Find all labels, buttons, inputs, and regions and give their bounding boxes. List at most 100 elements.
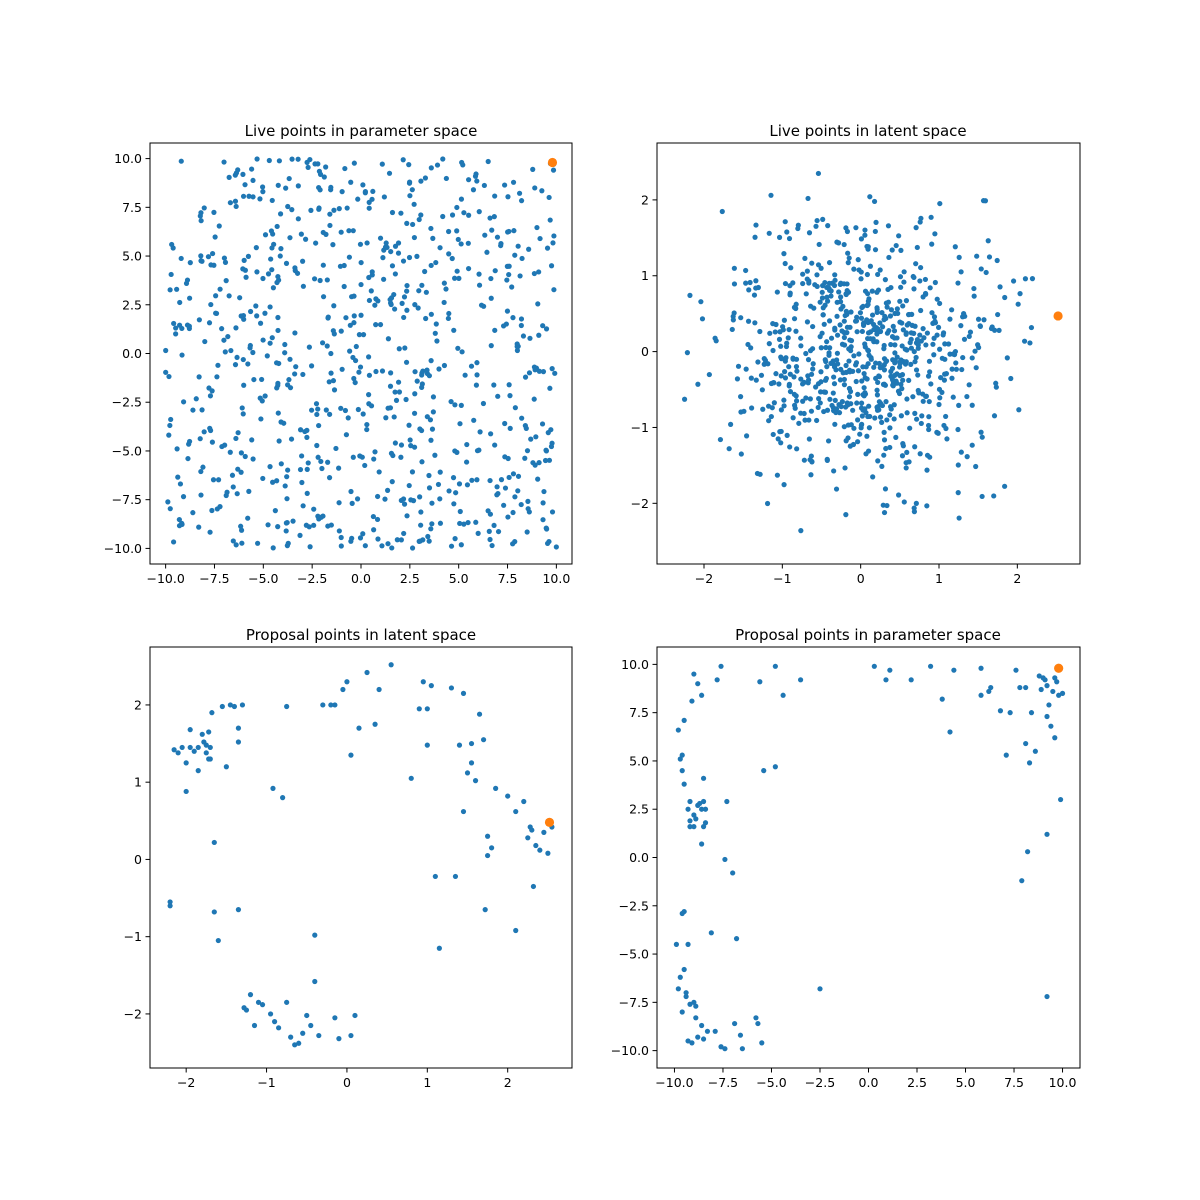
scatter-point (513, 808, 519, 815)
scatter-point (404, 288, 410, 294)
scatter-point (783, 355, 789, 361)
scatter-point (539, 188, 545, 194)
scatter-point (794, 368, 800, 374)
scatter-point (800, 398, 806, 404)
scatter-point (826, 280, 832, 286)
scatter-point (785, 335, 791, 341)
scatter-point (230, 484, 236, 490)
scatter-point (884, 417, 890, 423)
scatter-point (376, 686, 382, 693)
scatter-point (837, 281, 843, 287)
scatter-point (793, 301, 799, 307)
scatter-point (764, 500, 771, 507)
scatter-point (790, 415, 796, 421)
scatter-point (455, 236, 461, 243)
scatter-point (171, 320, 177, 327)
scatter-point (858, 276, 864, 282)
scatter-point (791, 316, 798, 322)
scatter-point (428, 358, 434, 364)
scatter-point (270, 479, 276, 485)
scatter-point (215, 937, 221, 944)
scatter-point (285, 203, 291, 210)
scatter-point (512, 252, 518, 258)
scatter-point (274, 385, 280, 391)
scatter-point (547, 385, 553, 391)
scatter-point (918, 215, 924, 221)
scatter-point (167, 287, 173, 293)
scatter-point (752, 320, 758, 326)
scatter-point (986, 254, 993, 260)
scatter-point (285, 540, 291, 546)
scatter-point (504, 308, 511, 314)
scatter-point (798, 343, 804, 349)
scatter-point (370, 513, 376, 520)
scatter-point (903, 331, 909, 337)
scatter-point (673, 941, 680, 948)
scatter-point (403, 359, 410, 365)
scatter-point (358, 312, 364, 318)
scatter-point (392, 389, 398, 395)
scatter-point (1054, 679, 1060, 685)
scatter-point (955, 490, 961, 496)
x-tick-label: 7.5 (498, 571, 518, 586)
scatter-point (885, 299, 892, 305)
scatter-point (845, 250, 851, 256)
scatter-point (468, 760, 475, 766)
scatter-point (174, 446, 180, 452)
scatter-point (213, 293, 219, 299)
scatter-point (512, 494, 518, 500)
scatter-point (235, 167, 241, 173)
scatter-point (888, 368, 894, 375)
scatter-point (896, 364, 903, 370)
scatter-point (226, 293, 232, 299)
scatter-point (818, 379, 824, 385)
scatter-point (870, 474, 876, 480)
scatter-point (960, 354, 966, 361)
scatter-point (339, 366, 345, 372)
scatter-point (929, 241, 935, 247)
scatter-point (207, 425, 213, 431)
scatter-point (307, 544, 313, 550)
scatter-point (440, 213, 446, 220)
y-tick-label: 1 (641, 268, 649, 283)
scatter-point (861, 370, 867, 377)
scatter-point (332, 1015, 338, 1021)
scatter-point (428, 683, 434, 689)
scatter-point (325, 314, 331, 320)
scatter-point (791, 391, 797, 397)
scatter-point (894, 371, 900, 377)
scatter-point (362, 188, 368, 195)
scatter-point (864, 271, 870, 278)
scatter-point (390, 452, 396, 459)
scatter-point (387, 383, 394, 389)
scatter-point (782, 260, 788, 267)
scatter-point (778, 343, 784, 349)
scatter-point (300, 371, 306, 378)
scatter-point (342, 165, 348, 172)
scatter-point (306, 344, 312, 350)
scatter-point (415, 305, 421, 311)
scatter-point (800, 271, 806, 277)
scatter-point (245, 361, 251, 367)
scatter-point (407, 193, 413, 199)
scatter-point (288, 1034, 294, 1040)
scatter-point (406, 254, 413, 261)
scatter-point (373, 322, 379, 328)
scatter-point (313, 240, 319, 246)
scatter-point (772, 764, 778, 770)
scatter-point (441, 299, 447, 306)
scatter-point (163, 347, 169, 354)
scatter-point (288, 436, 295, 442)
axes-frame (149, 646, 573, 1069)
subplot-live-parameter-space: Live points in parameter space −10.0 −7.5… (104, 122, 573, 586)
scatter-point (247, 992, 254, 998)
y-tick-label: 0.0 (122, 346, 142, 361)
scatter-point (356, 332, 362, 338)
scatter-point (988, 325, 995, 332)
scatter-point (360, 411, 366, 417)
scatter-point (419, 459, 425, 465)
scatter-point (733, 936, 740, 942)
x-tick-label: −5.0 (756, 1075, 786, 1090)
scatter-point (510, 541, 516, 547)
scatter-point (428, 526, 434, 532)
